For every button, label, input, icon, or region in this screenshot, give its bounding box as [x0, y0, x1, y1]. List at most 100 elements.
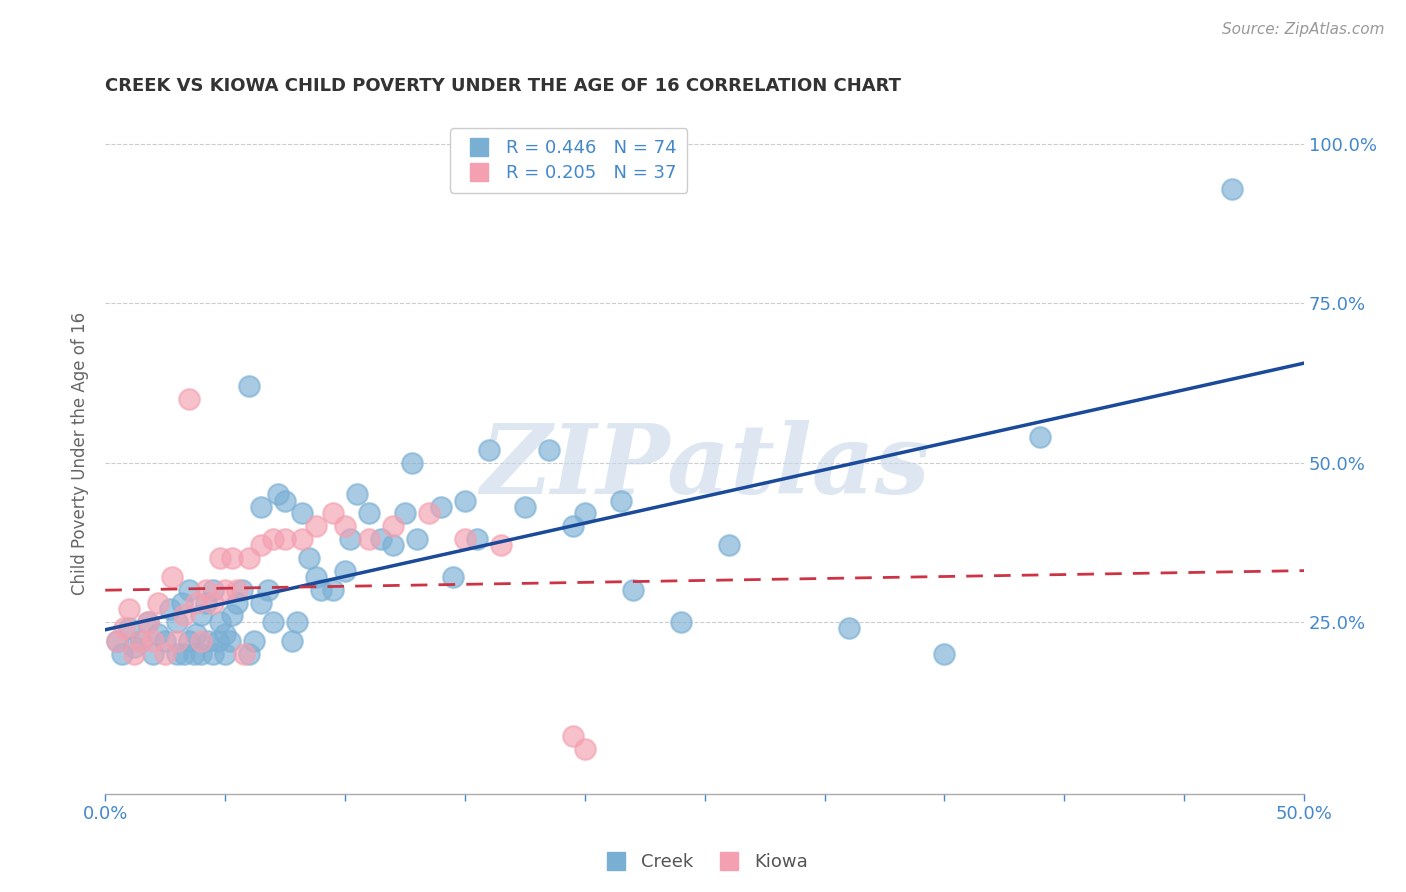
Kiowa	[454, 532, 477, 546]
Creek	[190, 608, 212, 623]
Creek	[194, 596, 217, 610]
Creek	[238, 379, 260, 393]
Kiowa	[186, 596, 208, 610]
Creek	[406, 532, 429, 546]
Kiowa	[357, 532, 380, 546]
Creek	[609, 493, 631, 508]
Creek	[207, 633, 229, 648]
Creek	[357, 507, 380, 521]
Creek	[257, 582, 280, 597]
Creek	[1029, 430, 1052, 444]
Kiowa	[274, 532, 297, 546]
Creek	[285, 615, 308, 629]
Creek	[221, 608, 243, 623]
Creek	[197, 633, 219, 648]
Creek	[146, 627, 169, 641]
Creek	[281, 633, 304, 648]
Creek	[179, 633, 201, 648]
Text: ZIPatlas: ZIPatlas	[479, 419, 929, 514]
Kiowa	[226, 582, 249, 597]
Kiowa	[112, 621, 135, 635]
Creek	[250, 500, 273, 515]
Creek	[537, 442, 560, 457]
Creek	[322, 582, 344, 597]
Kiowa	[129, 633, 152, 648]
Text: Source: ZipAtlas.com: Source: ZipAtlas.com	[1222, 22, 1385, 37]
Creek	[574, 507, 596, 521]
Creek	[153, 633, 176, 648]
Kiowa	[202, 596, 225, 610]
Creek	[298, 551, 321, 566]
Creek	[513, 500, 536, 515]
Creek	[837, 621, 859, 635]
Kiowa	[209, 551, 232, 566]
Creek	[262, 615, 284, 629]
Creek	[291, 507, 314, 521]
Creek	[430, 500, 453, 515]
Creek	[214, 647, 236, 661]
Creek	[309, 582, 332, 597]
Creek	[274, 493, 297, 508]
Creek	[267, 487, 290, 501]
Creek	[173, 647, 195, 661]
Creek	[170, 596, 193, 610]
Creek	[190, 647, 212, 661]
Creek	[346, 487, 368, 501]
Kiowa	[138, 615, 160, 629]
Creek	[934, 647, 956, 661]
Creek	[166, 647, 188, 661]
Kiowa	[118, 602, 141, 616]
Kiowa	[105, 633, 128, 648]
Creek	[305, 570, 328, 584]
Kiowa	[262, 532, 284, 546]
Creek	[209, 615, 232, 629]
Kiowa	[238, 551, 260, 566]
Kiowa	[214, 582, 236, 597]
Creek	[339, 532, 361, 546]
Kiowa	[221, 551, 243, 566]
Creek	[105, 633, 128, 648]
Creek	[441, 570, 464, 584]
Creek	[1220, 182, 1243, 196]
Creek	[243, 633, 266, 648]
Creek	[129, 633, 152, 648]
Kiowa	[142, 633, 165, 648]
Creek	[561, 519, 583, 533]
Creek	[333, 564, 356, 578]
Kiowa	[179, 392, 201, 406]
Creek	[202, 582, 225, 597]
Kiowa	[233, 647, 256, 661]
Creek	[118, 621, 141, 635]
Creek	[138, 615, 160, 629]
Creek	[381, 538, 404, 552]
Kiowa	[146, 596, 169, 610]
Creek	[478, 442, 501, 457]
Creek	[159, 602, 181, 616]
Kiowa	[381, 519, 404, 533]
Legend: R = 0.446   N = 74, R = 0.205   N = 37: R = 0.446 N = 74, R = 0.205 N = 37	[450, 128, 688, 193]
Kiowa	[291, 532, 314, 546]
Creek	[142, 647, 165, 661]
Kiowa	[489, 538, 512, 552]
Kiowa	[194, 582, 217, 597]
Creek	[621, 582, 644, 597]
Creek	[717, 538, 740, 552]
Creek	[465, 532, 488, 546]
Kiowa	[190, 633, 212, 648]
Creek	[370, 532, 392, 546]
Creek	[454, 493, 477, 508]
Kiowa	[166, 633, 188, 648]
Creek	[186, 627, 208, 641]
Creek	[179, 582, 201, 597]
Kiowa	[153, 647, 176, 661]
Creek	[226, 596, 249, 610]
Creek	[183, 647, 205, 661]
Creek	[401, 456, 423, 470]
Kiowa	[173, 608, 195, 623]
Creek	[219, 633, 242, 648]
Legend: Creek, Kiowa: Creek, Kiowa	[591, 847, 815, 879]
Kiowa	[122, 647, 145, 661]
Kiowa	[333, 519, 356, 533]
Kiowa	[574, 742, 596, 756]
Kiowa	[162, 570, 184, 584]
